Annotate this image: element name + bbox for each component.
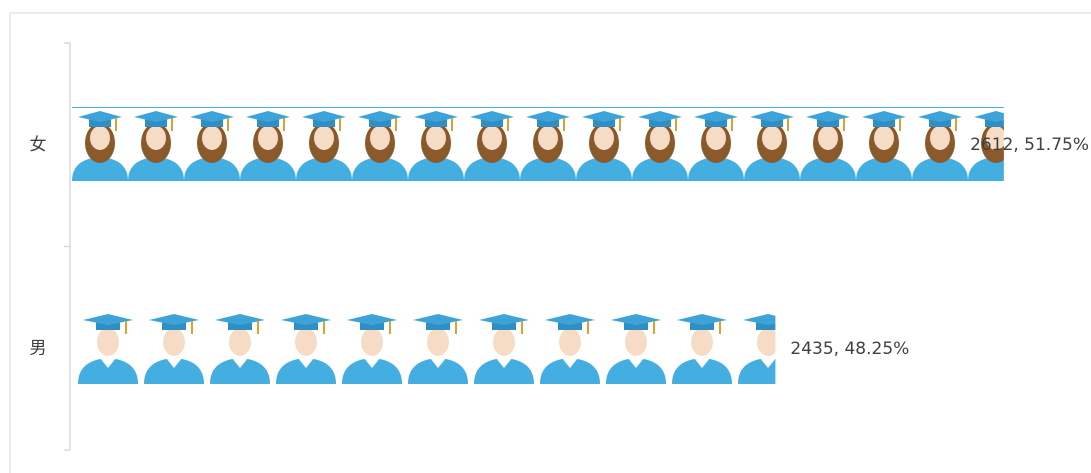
pictograph-bar [72, 312, 776, 384]
y-tick-label: 女 [30, 135, 47, 155]
frame [9, 12, 1091, 473]
data-label: 2612, 51.75% [970, 135, 1089, 155]
pictograph-bar [72, 107, 1004, 181]
y-tick-label: 男 [30, 338, 47, 358]
data-label: 2435, 48.25% [790, 339, 909, 359]
